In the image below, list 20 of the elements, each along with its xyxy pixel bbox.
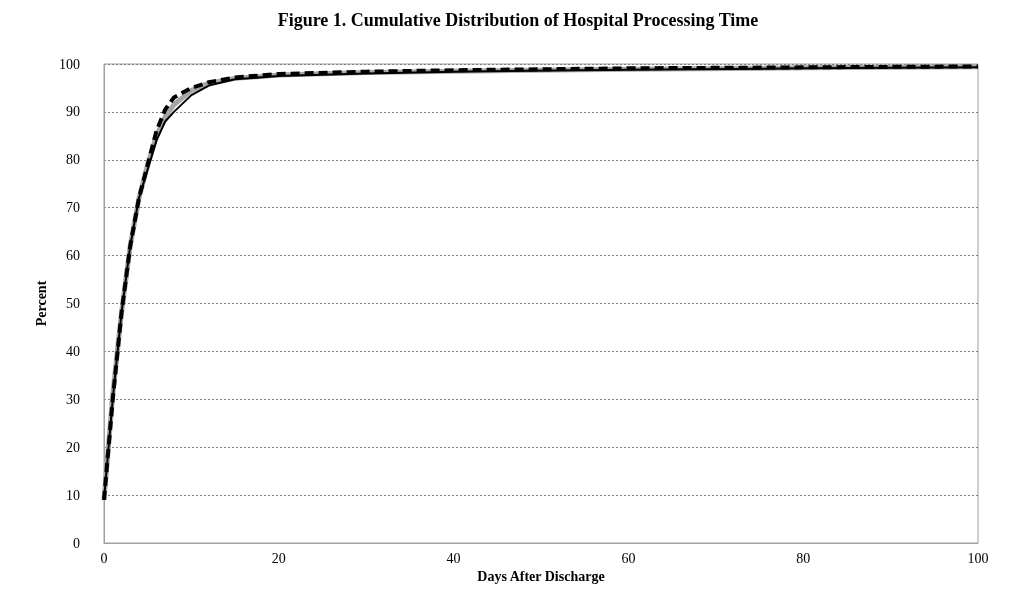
y-tick-label: 20: [66, 439, 80, 455]
y-tick-label: 0: [73, 535, 80, 551]
x-tick-label: 80: [796, 550, 811, 566]
y-tick-label: 80: [66, 152, 80, 168]
y-tick-label: 60: [66, 248, 80, 264]
y-tick-label: 10: [66, 487, 80, 503]
y-axis-title: Percent: [33, 280, 49, 327]
x-tick-label: 40: [446, 550, 461, 566]
y-tick-label: 50: [66, 296, 80, 311]
y-tick-label: 100: [59, 56, 80, 72]
y-tick-label: 40: [66, 343, 80, 359]
x-tick-label: 60: [621, 550, 636, 566]
y-tick-label: 90: [66, 104, 80, 120]
x-tick-label: 100: [967, 550, 989, 566]
chart-title: Figure 1. Cumulative Distribution of Hospital Processing Time: [277, 10, 759, 30]
y-tick-label: 70: [66, 200, 80, 216]
x-tick-label: 20: [271, 550, 286, 566]
x-tick-label: 0: [100, 550, 108, 566]
y-tick-label: 30: [66, 391, 80, 407]
x-axis-title: Days After Discharge: [477, 569, 605, 585]
